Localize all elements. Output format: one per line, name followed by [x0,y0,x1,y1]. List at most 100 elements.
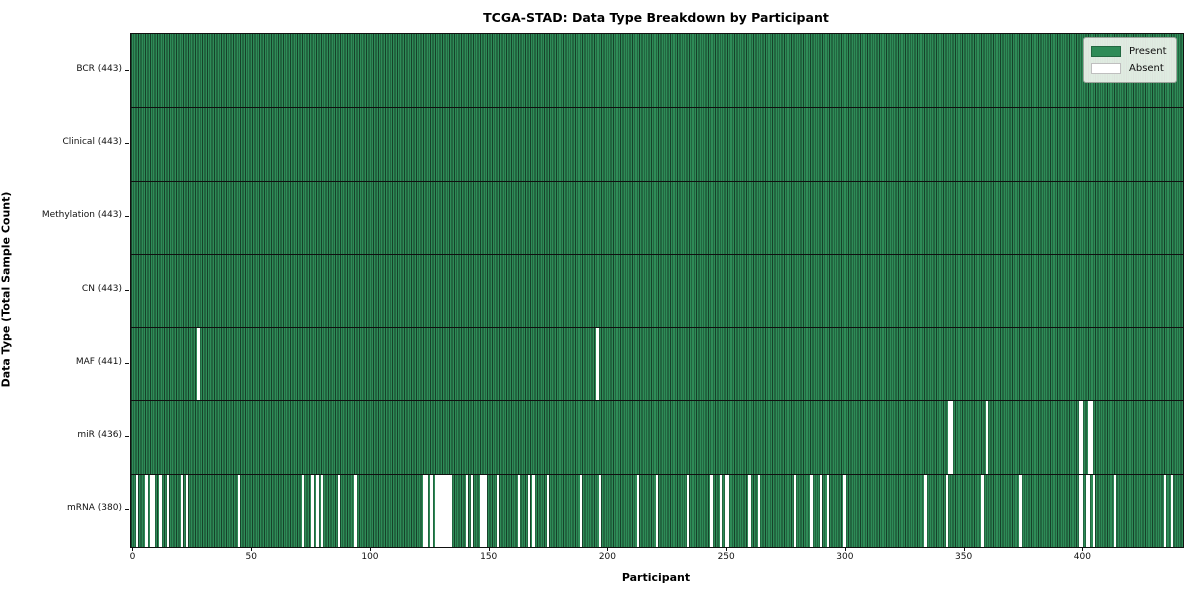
absent-stripe [320,474,324,547]
absent-stripe [636,474,640,547]
legend-swatch-present [1091,46,1121,57]
x-tick-mark [844,547,846,551]
absent-stripe [598,474,602,547]
absent-stripe [480,474,483,547]
heatmap-row-maf [131,327,1183,401]
absent-stripe [1171,474,1174,547]
legend-label: Absent [1129,63,1164,74]
absent-stripe [1092,474,1096,547]
x-axis-label: Participant [621,571,691,584]
y-tick-label-clinical: Clinical (443) [62,136,122,147]
heatmap-row-cn [131,253,1183,328]
absent-stripe [425,474,428,547]
x-tick-label-400: 400 [1073,552,1091,562]
absent-stripe [152,474,155,547]
absent-stripe [482,474,485,547]
y-tick-mark [125,289,129,291]
absent-stripe [924,474,927,547]
absent-stripe [135,474,139,547]
x-tick-label-0: 0 [129,552,136,562]
absent-stripe [724,474,728,547]
absent-stripe [826,474,830,547]
legend-item-absent: Absent [1091,60,1169,77]
absent-stripe [810,474,813,547]
absent-stripe [710,474,713,547]
y-tick-label-mir: miR (436) [77,430,122,441]
absent-stripe [757,474,761,547]
legend-label: Present [1129,46,1167,57]
x-tick-mark [1082,547,1084,551]
heatmap-row-clinical [131,107,1183,181]
absent-stripe [444,474,447,547]
absent-stripe [496,474,500,547]
absent-stripe [470,474,473,547]
x-tick-mark [607,547,609,551]
absent-stripe [1078,401,1081,474]
y-tick-label-maf: MAF (441) [75,356,122,367]
absent-stripe [596,328,599,401]
x-tick-mark [369,547,371,551]
absent-stripe [579,474,583,547]
absent-stripe [985,401,989,474]
absent-stripe [532,474,535,547]
y-tick-label-methylation: Methylation (443) [41,210,122,221]
absent-stripe [655,474,659,547]
absent-stripe [748,474,751,547]
absent-stripe [719,474,723,547]
absent-stripe [197,328,200,401]
absent-stripe [423,474,426,547]
x-tick-mark [488,547,490,551]
absent-stripe [316,474,319,547]
absent-stripe [166,474,169,547]
absent-stripe [439,474,443,547]
absent-stripe [237,474,241,547]
x-tick-mark [726,547,728,551]
absent-stripe [527,474,530,547]
absent-stripe [1019,474,1022,547]
x-tick-label-100: 100 [361,552,379,562]
absent-stripe [686,474,690,547]
y-tick-label-mrna: mRNA (380) [67,503,122,514]
absent-stripe [1088,474,1091,547]
heatmap-row-mir [131,400,1183,474]
absent-stripe [145,474,148,547]
absent-stripe [947,401,951,474]
x-tick-mark [132,547,134,551]
x-tick-label-200: 200 [598,552,617,562]
absent-stripe [354,474,357,547]
absent-stripe [159,474,162,547]
legend: Present Absent [1083,37,1177,83]
absent-stripe [301,474,305,547]
absent-stripe [484,474,488,547]
chart-title: TCGA-STAD: Data Type Breakdown by Partic… [483,10,829,25]
y-tick-mark [125,436,129,438]
absent-stripe [185,474,188,547]
absent-stripe [449,474,452,547]
absent-stripe [1090,401,1093,474]
absent-stripe [727,474,730,547]
absent-stripe [1080,401,1084,474]
absent-stripe [442,474,445,547]
absent-stripe [180,474,184,547]
heatmap-row-bcr [131,34,1183,108]
legend-swatch-absent [1091,63,1121,74]
y-tick-mark [125,142,129,144]
absent-stripe [1114,474,1117,547]
x-tick-label-300: 300 [836,552,854,562]
x-tick-label-250: 250 [717,552,735,562]
absent-stripe [1078,474,1081,547]
y-tick-mark [125,216,129,218]
absent-stripe [793,474,796,547]
absent-stripe [546,474,549,547]
x-tick-mark [251,547,253,551]
absent-stripe [149,474,153,547]
heatmap-row-methylation [131,180,1183,254]
heatmap-row-mrna [131,473,1183,547]
absent-stripe [430,474,433,547]
x-tick-label-350: 350 [955,552,973,562]
absent-stripe [434,474,438,547]
y-tick-label-cn: CN (443) [81,283,122,294]
absent-stripe [437,474,440,547]
y-tick-label-bcr: BCR (443) [76,63,122,74]
